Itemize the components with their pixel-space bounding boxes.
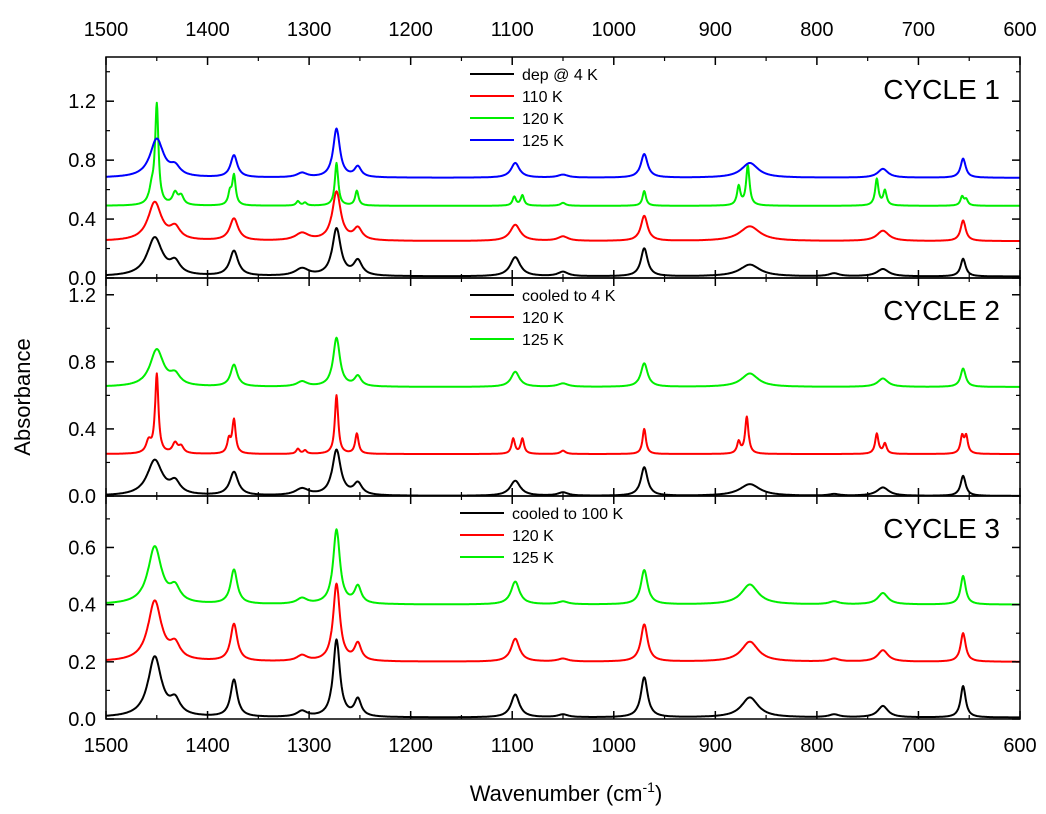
x-tick-label-bottom-4: 1200: [388, 735, 433, 757]
panel-1: 0.0 0.4 0.8 1.2 CYCLE 1 dep @ 4 K 110 K 120 K 12…: [68, 56, 1021, 290]
panel-title-3: CYCLE 3: [883, 513, 1000, 544]
x-axis-title-main: Wavenumber (cm: [470, 781, 643, 806]
panel-title-2: CYCLE 2: [883, 295, 1000, 326]
y-tick-label-3-2: 0.2: [68, 652, 96, 674]
y-tick-label-1-3: 0.8: [68, 150, 96, 172]
legend-label-1-2: 110 K: [522, 89, 563, 106]
panel-3-lines: [106, 528, 1020, 719]
legend-label-3-1: cooled to 100 K: [512, 506, 624, 523]
x-tick-label-top-2: 1400: [185, 19, 230, 41]
y-tick-label-3-1: 0.0: [68, 709, 96, 731]
x-tick-label-bottom-6: 1000: [592, 735, 637, 757]
y-tick-label-3-4: 0.6: [68, 537, 96, 559]
y-tick-label-1-1: 0.0: [68, 268, 96, 290]
x-tick-label-top-10: 600: [1003, 19, 1036, 41]
legend-2: cooled to 4 K 120 K 125 K: [470, 288, 616, 349]
x-tick-label-top-3: 1300: [287, 19, 332, 41]
x-tick-label-bottom-2: 1400: [185, 735, 230, 757]
series-line-2-3: [106, 336, 1020, 388]
panel-2: 0.0 0.4 0.8 1.2 CYCLE 2 cooled to 4 K 120 K 125…: [68, 277, 1021, 508]
y-tick-label-1-2: 0.4: [68, 209, 96, 231]
x-tick-label-top-5: 1100: [491, 19, 534, 41]
panel-2-lines: [106, 336, 1020, 496]
legend-label-1-1: dep @ 4 K: [522, 67, 598, 84]
legend-label-1-4: 125 K: [522, 133, 564, 150]
legend-label-3-2: 120 K: [512, 528, 554, 545]
y-tick-label-1-4: 1.2: [68, 91, 96, 113]
legend-3: cooled to 100 K 120 K 125 K: [460, 506, 624, 567]
x-axis-title-end: ): [655, 781, 662, 806]
legend-label-1-3: 120 K: [522, 111, 564, 128]
x-tick-label-top-1: 1500: [84, 19, 129, 41]
x-tick-label-top-6: 1000: [592, 19, 637, 41]
x-axis-title: Wavenumber (cm-1): [470, 779, 663, 806]
y-tick-label-2-1: 0.0: [68, 486, 96, 508]
legend-label-2-2: 120 K: [522, 310, 564, 327]
x-tick-label-bottom-1: 1500: [84, 735, 129, 757]
series-line-3-3: [106, 528, 1020, 606]
x-tick-label-top-9: 700: [902, 19, 935, 41]
panel-3: 0.0 0.2 0.4 0.6 CYCLE 3 cooled to 100 K 120 K 1…: [68, 495, 1021, 731]
x-tick-label-top-7: 900: [699, 19, 732, 41]
legend-label-2-1: cooled to 4 K: [522, 288, 616, 305]
series-line-3-2: [106, 582, 1020, 663]
x-tick-label-bottom-3: 1300: [287, 735, 332, 757]
x-tick-label-bottom-10: 600: [1003, 735, 1036, 757]
panel-1-lines: [106, 101, 1020, 278]
x-tick-label-bottom-7: 900: [699, 735, 732, 757]
x-axis-title-superscript: -1: [643, 779, 656, 795]
x-tick-label-bottom-5: 1100: [491, 735, 534, 757]
series-line-1-2: [106, 190, 1020, 242]
series-line-1-3: [106, 101, 1020, 207]
y-tick-label-2-2: 0.4: [68, 419, 96, 441]
x-tick-label-top-4: 1200: [388, 19, 433, 41]
series-line-2-1: [106, 448, 1020, 496]
y-axis-title: Absorbance: [10, 338, 35, 455]
panel-title-1: CYCLE 1: [883, 74, 1000, 105]
legend-label-3-3: 125 K: [512, 550, 554, 567]
x-tick-label-top-8: 800: [800, 19, 833, 41]
legend-1: dep @ 4 K 110 K 120 K 125 K: [470, 67, 598, 150]
x-tick-label-bottom-8: 800: [800, 735, 833, 757]
series-line-2-2: [106, 372, 1020, 455]
legend-label-2-3: 125 K: [522, 332, 564, 349]
y-tick-label-2-4: 1.2: [68, 285, 96, 307]
y-tick-label-3-3: 0.4: [68, 595, 96, 617]
x-tick-label-bottom-9: 700: [902, 735, 935, 757]
y-tick-label-2-3: 0.8: [68, 352, 96, 374]
series-line-1-4: [106, 127, 1020, 179]
